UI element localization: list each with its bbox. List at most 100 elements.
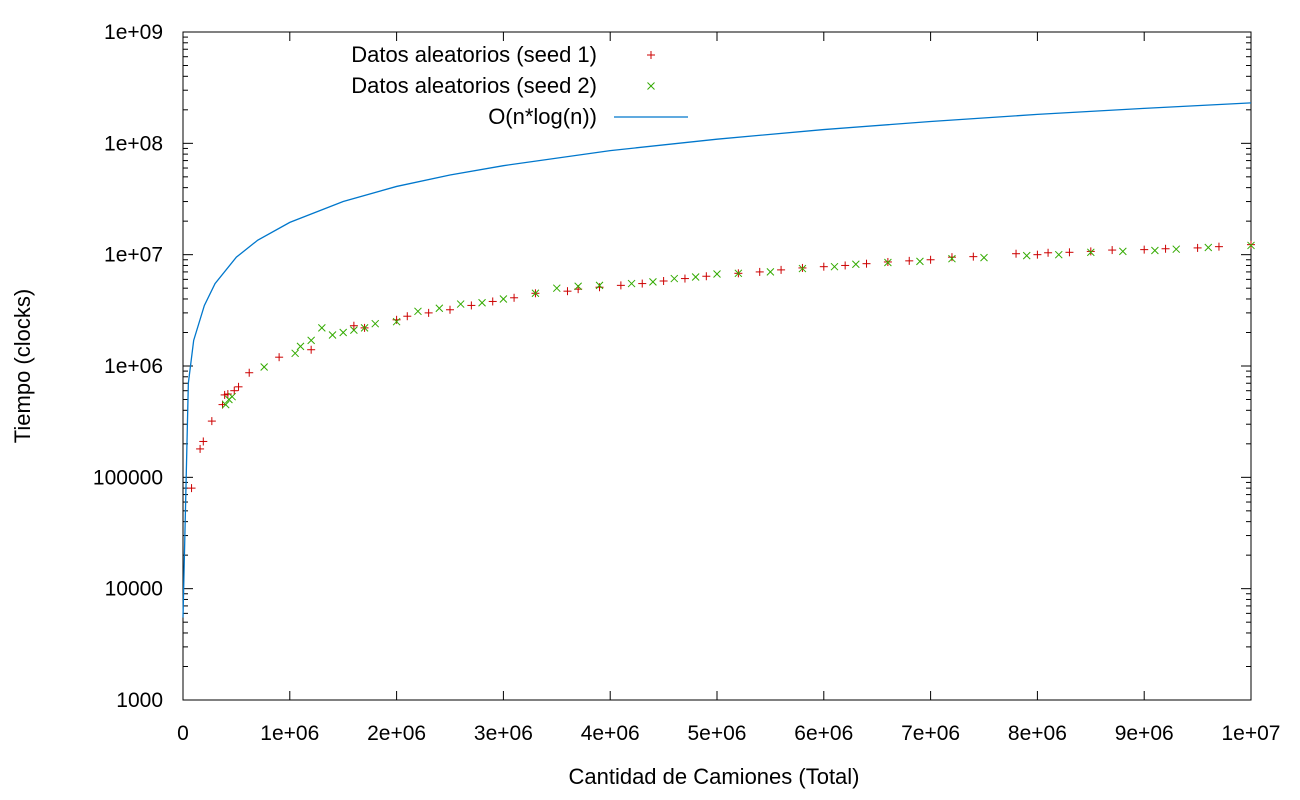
data-point — [199, 437, 208, 446]
tick-marks — [182, 31, 1252, 701]
data-point — [221, 400, 230, 409]
data-point — [392, 315, 401, 324]
data-point — [1140, 245, 1149, 254]
data-point — [424, 308, 433, 317]
data-point — [467, 301, 476, 310]
data-point — [969, 252, 978, 261]
legend: Datos aleatorios (seed 1) Datos aleatori… — [351, 42, 688, 129]
data-point — [1044, 248, 1053, 257]
data-point — [713, 270, 721, 278]
data-point — [947, 253, 956, 262]
legend-label-seed-2: Datos aleatorios (seed 2) — [351, 73, 597, 98]
data-point — [1086, 248, 1095, 257]
y-tick-label: 1e+07 — [104, 244, 163, 267]
data-point — [819, 262, 828, 271]
data-point — [478, 298, 486, 307]
data-point — [595, 283, 604, 292]
data-point — [510, 293, 519, 302]
data-point — [552, 284, 561, 293]
data-point — [916, 257, 924, 266]
data-point — [187, 484, 196, 493]
data-point — [245, 368, 254, 377]
data-point — [1054, 250, 1063, 259]
data-point — [220, 390, 229, 399]
data-point — [392, 317, 401, 326]
legend-label-nlogn: O(n*log(n)) — [488, 104, 597, 129]
series-2 — [182, 102, 1252, 618]
x-tick-label: 1e+06 — [260, 722, 319, 745]
data-point — [223, 390, 232, 399]
legend-marker-seed-2 — [647, 82, 655, 90]
data-point — [1151, 246, 1159, 255]
data-point — [1172, 245, 1181, 254]
data-point — [307, 345, 316, 354]
x-tick-label: 1e+07 — [1222, 722, 1281, 745]
data-point — [1012, 249, 1021, 258]
data-point — [926, 255, 935, 264]
data-point — [296, 342, 305, 351]
data-point — [638, 279, 647, 288]
x-axis-title: Cantidad de Camiones (Total) — [568, 764, 859, 789]
data-point — [207, 417, 216, 426]
data-point — [403, 312, 412, 321]
x-tick-label: 0 — [177, 722, 189, 745]
data-point — [649, 277, 657, 286]
data-point — [755, 267, 764, 276]
data-point — [777, 265, 786, 274]
plot-frame — [182, 31, 1252, 701]
data-point — [766, 268, 775, 276]
data-point — [905, 256, 914, 265]
data-point — [574, 282, 583, 291]
series-line — [182, 102, 1252, 618]
data-point — [196, 444, 205, 453]
data-point — [435, 304, 444, 313]
y-tick-label: 1000 — [116, 689, 163, 712]
data-point — [228, 392, 236, 401]
x-tick-label: 8e+06 — [1008, 722, 1067, 745]
data-point — [414, 307, 422, 316]
data-point — [595, 281, 604, 290]
data-point — [260, 363, 269, 371]
x-tick-labels: 0 1e+06 2e+06 3e+06 4e+06 5e+06 6e+06 7e+06 8e+0… — [177, 722, 1280, 745]
data-point — [830, 262, 839, 271]
data-point — [1161, 244, 1170, 253]
x-tick-label: 5e+06 — [688, 722, 747, 745]
data-point — [317, 324, 326, 332]
data-point — [798, 264, 807, 273]
data-point — [488, 297, 497, 306]
data-point — [1204, 243, 1213, 252]
data-point — [851, 260, 860, 269]
data-point — [627, 279, 636, 288]
data-point — [349, 321, 358, 330]
data-point — [1247, 241, 1255, 250]
legend-plus-marker — [647, 51, 655, 59]
data-point — [456, 300, 465, 308]
data-point — [659, 277, 668, 286]
y-axis-title: Tiempo (clocks) — [10, 289, 35, 443]
data-point — [1086, 247, 1095, 256]
data-point — [291, 349, 299, 358]
x-tick-label: 2e+06 — [367, 722, 426, 745]
x-tick-label: 6e+06 — [794, 722, 853, 745]
y-tick-label: 1e+09 — [104, 21, 163, 44]
data-point — [563, 287, 572, 296]
legend-cross-marker — [647, 82, 655, 90]
y-tick-label: 10000 — [105, 578, 163, 601]
x-tick-label: 3e+06 — [474, 722, 533, 745]
data-point — [670, 274, 679, 283]
data-point — [1247, 240, 1255, 249]
data-point — [1214, 242, 1223, 251]
data-point — [371, 319, 380, 328]
y-tick-label: 1e+06 — [104, 355, 163, 378]
data-point — [1033, 250, 1042, 259]
data-point — [691, 273, 700, 281]
data-point — [616, 281, 625, 290]
data-point — [230, 386, 239, 395]
data-point — [234, 382, 243, 391]
x-tick-label: 4e+06 — [581, 722, 640, 745]
data-point — [1118, 247, 1127, 256]
data-point — [328, 331, 337, 339]
data-point — [446, 305, 454, 314]
data-point — [307, 336, 316, 345]
